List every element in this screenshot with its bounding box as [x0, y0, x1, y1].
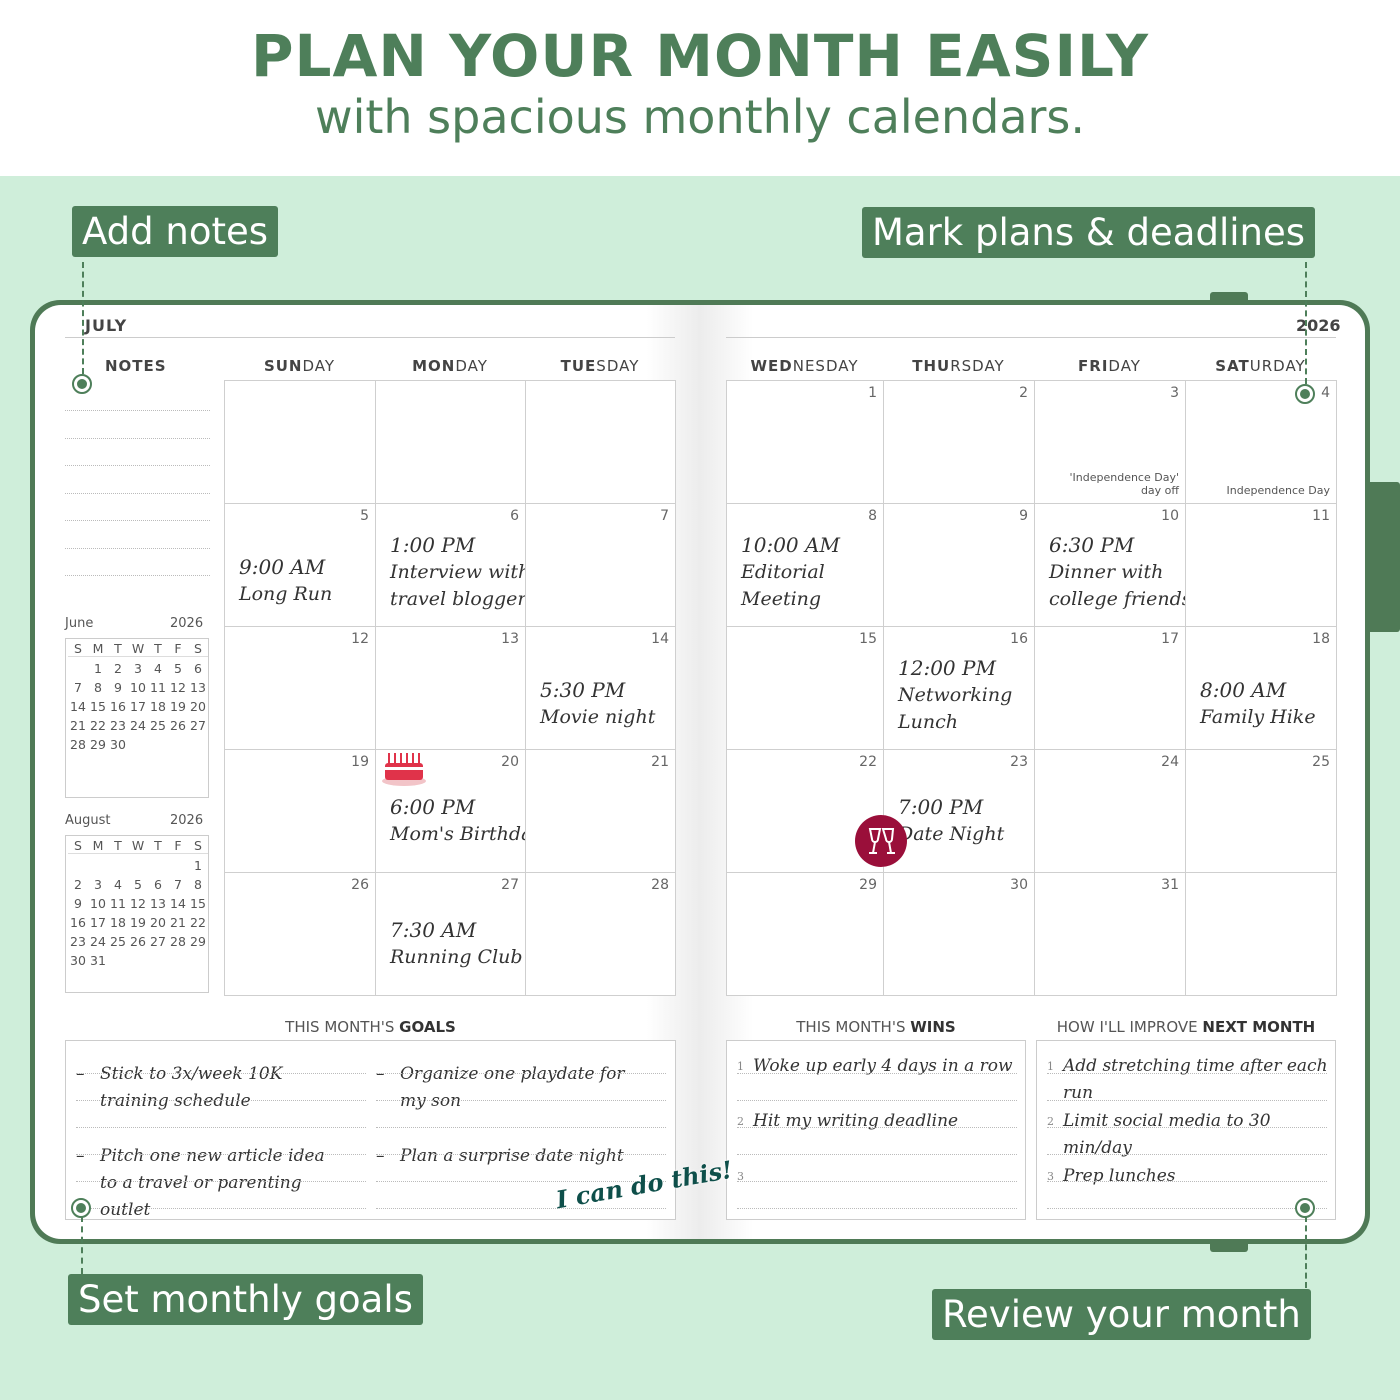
callout-add-notes: Add notes [72, 206, 279, 257]
callout-set-goals: Set monthly goals [68, 1274, 423, 1325]
marker-dot [71, 1198, 91, 1218]
headline: PLAN YOUR MONTH EASILY [251, 22, 1149, 90]
connector-line [1305, 262, 1307, 384]
marker-dot [1295, 384, 1315, 404]
callout-review-month: Review your month [932, 1289, 1311, 1340]
callout-mark-plans: Mark plans & deadlines [862, 207, 1315, 258]
connector-line [82, 262, 84, 374]
pen-loop [1366, 482, 1400, 632]
subheadline: with spacious monthly calendars. [314, 90, 1086, 144]
right-page [700, 305, 1365, 1239]
marker-dot [1295, 1198, 1315, 1218]
header: PLAN YOUR MONTH EASILY with spacious mon… [0, 0, 1400, 176]
connector-line [1305, 1216, 1307, 1288]
connector-line [81, 1216, 83, 1274]
left-page [35, 305, 700, 1239]
planner-book [30, 300, 1370, 1244]
marker-dot [72, 374, 92, 394]
